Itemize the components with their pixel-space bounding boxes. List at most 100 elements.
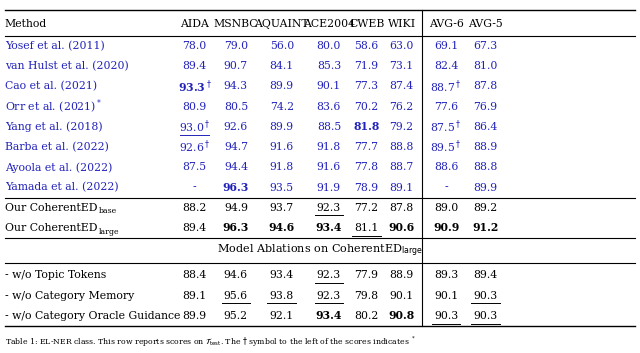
Text: 73.1: 73.1 xyxy=(389,61,413,71)
Text: 58.6: 58.6 xyxy=(355,41,379,51)
Text: 89.9: 89.9 xyxy=(474,183,498,192)
Text: Orr et al. (2021)$^*$: Orr et al. (2021)$^*$ xyxy=(4,98,102,116)
Text: 77.7: 77.7 xyxy=(355,142,378,152)
Text: 94.6: 94.6 xyxy=(269,222,295,233)
Text: 91.9: 91.9 xyxy=(317,183,341,192)
Text: 77.2: 77.2 xyxy=(355,203,379,213)
Text: 78.9: 78.9 xyxy=(355,183,379,192)
Text: 94.4: 94.4 xyxy=(224,162,248,172)
Text: 81.0: 81.0 xyxy=(474,61,498,71)
Text: 81.1: 81.1 xyxy=(355,223,379,233)
Text: 87.4: 87.4 xyxy=(390,82,413,91)
Text: 77.9: 77.9 xyxy=(355,270,378,280)
Text: - w/o Category Memory: - w/o Category Memory xyxy=(4,291,134,301)
Text: 63.0: 63.0 xyxy=(389,41,413,51)
Text: 91.6: 91.6 xyxy=(317,162,341,172)
Text: ACE2004: ACE2004 xyxy=(303,19,355,29)
Text: Table 1: EL-NER class. This row reports scores on $\mathcal{T}_\mathrm{test}$. T: Table 1: EL-NER class. This row reports … xyxy=(4,335,416,349)
Text: 80.2: 80.2 xyxy=(355,311,379,321)
Text: Yosef et al. (2011): Yosef et al. (2011) xyxy=(4,41,104,51)
Text: 89.9: 89.9 xyxy=(182,311,207,321)
Text: 96.3: 96.3 xyxy=(223,222,249,233)
Text: 89.4: 89.4 xyxy=(474,270,498,280)
Text: 90.1: 90.1 xyxy=(434,291,458,301)
Text: 92.3: 92.3 xyxy=(317,203,341,213)
Text: 92.3: 92.3 xyxy=(317,270,341,280)
Text: 92.3: 92.3 xyxy=(317,291,341,301)
Text: 90.1: 90.1 xyxy=(389,291,413,301)
Text: 88.2: 88.2 xyxy=(182,203,207,213)
Text: 88.6: 88.6 xyxy=(434,162,458,172)
Text: 79.0: 79.0 xyxy=(224,41,248,51)
Text: 87.8: 87.8 xyxy=(474,82,498,91)
Text: 82.4: 82.4 xyxy=(434,61,458,71)
Text: 83.6: 83.6 xyxy=(317,102,341,112)
Text: - w/o Topic Tokens: - w/o Topic Tokens xyxy=(4,270,106,280)
Text: van Hulst et al. (2020): van Hulst et al. (2020) xyxy=(4,61,129,71)
Text: 79.8: 79.8 xyxy=(355,291,379,301)
Text: 90.3: 90.3 xyxy=(474,311,498,321)
Text: 93.4: 93.4 xyxy=(316,310,342,321)
Text: 89.4: 89.4 xyxy=(182,223,207,233)
Text: MSNBC: MSNBC xyxy=(214,19,258,29)
Text: 91.2: 91.2 xyxy=(472,222,499,233)
Text: 81.8: 81.8 xyxy=(353,121,380,132)
Text: Barba et al. (2022): Barba et al. (2022) xyxy=(4,142,108,152)
Text: 88.9: 88.9 xyxy=(474,142,498,152)
Text: WIKI: WIKI xyxy=(387,19,415,29)
Text: 94.9: 94.9 xyxy=(224,203,248,213)
Text: 89.2: 89.2 xyxy=(474,203,498,213)
Text: 93.4: 93.4 xyxy=(316,222,342,233)
Text: 88.9: 88.9 xyxy=(389,270,413,280)
Text: 90.3: 90.3 xyxy=(434,311,458,321)
Text: 91.8: 91.8 xyxy=(269,162,294,172)
Text: 90.8: 90.8 xyxy=(388,310,415,321)
Text: 93.0$^\dagger$: 93.0$^\dagger$ xyxy=(179,119,210,135)
Text: 88.8: 88.8 xyxy=(474,162,498,172)
Text: large: large xyxy=(99,228,120,235)
Text: 69.1: 69.1 xyxy=(434,41,458,51)
Text: Our CoherentED: Our CoherentED xyxy=(4,203,97,213)
Text: Method: Method xyxy=(4,19,47,29)
Text: 77.6: 77.6 xyxy=(434,102,458,112)
Text: 56.0: 56.0 xyxy=(269,41,294,51)
Text: 93.4: 93.4 xyxy=(269,270,294,280)
Text: 88.4: 88.4 xyxy=(182,270,207,280)
Text: 86.4: 86.4 xyxy=(474,122,498,132)
Text: 93.7: 93.7 xyxy=(269,203,294,213)
Text: AIDA: AIDA xyxy=(180,19,209,29)
Text: 90.1: 90.1 xyxy=(317,82,341,91)
Text: 79.2: 79.2 xyxy=(390,122,413,132)
Text: 90.7: 90.7 xyxy=(224,61,248,71)
Text: 90.9: 90.9 xyxy=(433,222,460,233)
Text: 71.9: 71.9 xyxy=(355,61,379,71)
Text: 89.9: 89.9 xyxy=(269,122,294,132)
Text: AVG-6: AVG-6 xyxy=(429,19,463,29)
Text: Model Ablations on CoherentED$_\mathrm{large}$: Model Ablations on CoherentED$_\mathrm{l… xyxy=(217,243,423,259)
Text: Yamada et al. (2022): Yamada et al. (2022) xyxy=(4,183,118,193)
Text: 89.9: 89.9 xyxy=(269,82,294,91)
Text: 78.0: 78.0 xyxy=(182,41,207,51)
Text: 80.0: 80.0 xyxy=(317,41,341,51)
Text: 91.6: 91.6 xyxy=(269,142,294,152)
Text: 92.6: 92.6 xyxy=(224,122,248,132)
Text: 80.9: 80.9 xyxy=(182,102,207,112)
Text: CWEB: CWEB xyxy=(349,19,384,29)
Text: 89.0: 89.0 xyxy=(434,203,458,213)
Text: AVG-5: AVG-5 xyxy=(468,19,503,29)
Text: 87.5: 87.5 xyxy=(182,162,207,172)
Text: 70.2: 70.2 xyxy=(355,102,379,112)
Text: 96.3: 96.3 xyxy=(223,182,249,193)
Text: 87.8: 87.8 xyxy=(389,203,413,213)
Text: 89.5$^\dagger$: 89.5$^\dagger$ xyxy=(431,139,462,155)
Text: 77.8: 77.8 xyxy=(355,162,379,172)
Text: 93.5: 93.5 xyxy=(269,183,294,192)
Text: 91.8: 91.8 xyxy=(317,142,341,152)
Text: 93.3$^\dagger$: 93.3$^\dagger$ xyxy=(177,78,211,95)
Text: base: base xyxy=(99,207,117,215)
Text: 85.3: 85.3 xyxy=(317,61,341,71)
Text: AQUAINT: AQUAINT xyxy=(255,19,309,29)
Text: Yang et al. (2018): Yang et al. (2018) xyxy=(4,121,102,132)
Text: 89.1: 89.1 xyxy=(389,183,413,192)
Text: 74.2: 74.2 xyxy=(269,102,294,112)
